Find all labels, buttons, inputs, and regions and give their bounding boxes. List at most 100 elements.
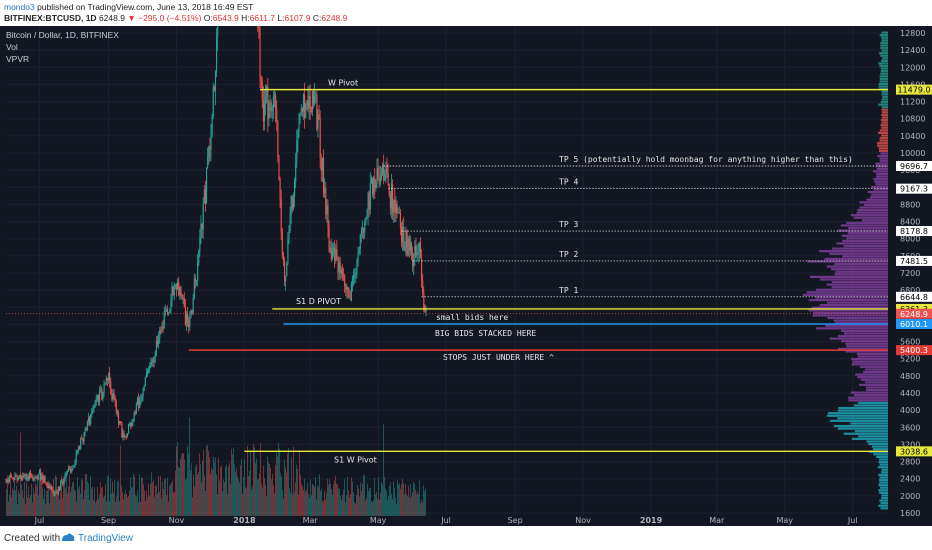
volume-bar	[69, 474, 70, 516]
level-label: S1 W Pivot	[334, 455, 377, 464]
vpvr-bar	[881, 106, 888, 109]
y-tick-label: 10400	[900, 132, 925, 141]
candle-body	[79, 446, 81, 449]
volume-bar	[293, 446, 294, 516]
volume-bar	[73, 481, 74, 516]
candle-body	[330, 248, 332, 259]
vol-indicator-label[interactable]: Vol	[6, 42, 18, 52]
candle-body	[357, 253, 359, 262]
vpvr-bar	[881, 49, 888, 52]
volume-bar	[244, 459, 245, 516]
vpvr-bar	[845, 342, 888, 345]
candle-body	[335, 249, 337, 261]
publish-info: published on TradingView.com, June 13, 2…	[34, 2, 254, 12]
volume-bar	[266, 496, 267, 516]
price-chart-svg[interactable]: 1600 2000 2400 2800 3200 3600 4000 4400 4800 5200…	[0, 26, 932, 526]
candle-body	[66, 471, 68, 474]
volume-bar	[140, 502, 141, 516]
volume-bar	[48, 480, 49, 516]
vpvr-bar	[826, 414, 888, 417]
vpvr-bar	[815, 296, 888, 299]
candle-body	[25, 474, 27, 480]
volume-bar	[411, 497, 412, 516]
author-link[interactable]: mondo3	[4, 2, 35, 12]
candle-body	[390, 184, 393, 209]
vpvr-bar	[878, 489, 888, 492]
volume-bar	[342, 494, 343, 516]
volume-bar	[265, 484, 266, 516]
volume-bar	[123, 499, 124, 516]
candle-body	[290, 196, 292, 215]
vpvr-bar	[851, 363, 888, 366]
candle-body	[311, 91, 313, 113]
volume-bar	[295, 482, 296, 516]
volume-bar	[381, 481, 382, 516]
volume-bar	[256, 458, 257, 516]
candle-body	[423, 292, 425, 311]
candle-body	[269, 102, 271, 106]
chart-pane[interactable]: 1600 2000 2400 2800 3200 3600 4000 4400 4800 5200…	[0, 26, 932, 526]
candle-body	[408, 238, 410, 251]
level-label: S1 D PIVOT	[296, 297, 341, 306]
candle-body	[83, 432, 85, 442]
volume-bar	[406, 493, 407, 516]
candle-body	[418, 242, 420, 252]
candle-body	[124, 436, 126, 438]
volume-bar	[345, 502, 346, 516]
volume-bar	[400, 488, 401, 516]
vpvr-bar	[855, 373, 888, 376]
volume-bar	[240, 465, 241, 516]
vpvr-bar	[831, 268, 888, 271]
volume-bar	[108, 475, 109, 516]
volume-bar	[11, 497, 12, 516]
x-tick-label: Jul	[847, 516, 858, 525]
candle-body	[326, 205, 328, 215]
vpvr-bar	[842, 239, 888, 242]
volume-bar	[53, 478, 54, 516]
volume-bar	[313, 484, 314, 516]
vpvr-bar	[856, 352, 888, 356]
volume-bar	[199, 453, 200, 516]
vpvr-bar	[828, 412, 888, 415]
volume-bar	[250, 450, 251, 516]
volume-bar	[316, 499, 317, 516]
candle-body	[74, 461, 76, 466]
vpvr-bar	[878, 473, 888, 476]
vpvr-bar	[877, 154, 888, 158]
candle-body	[331, 251, 334, 259]
y-tick-label: 11200	[900, 98, 925, 107]
candle-body	[363, 228, 365, 233]
vpvr-bar	[871, 185, 888, 188]
vpvr-bar	[881, 126, 888, 129]
volume-bar	[370, 488, 371, 516]
candle-body	[167, 309, 169, 315]
candle-body	[277, 121, 279, 157]
candle-body	[121, 423, 123, 438]
candle-body	[31, 476, 33, 478]
candle-body	[35, 477, 37, 479]
vpvr-bar	[880, 59, 888, 62]
vpvr-bar	[879, 139, 888, 142]
tradingview-brand[interactable]: TradingView	[78, 533, 134, 544]
volume-bar	[346, 495, 347, 516]
candle-body	[158, 337, 160, 345]
volume-bar	[18, 489, 19, 516]
vpvr-bar	[851, 437, 888, 440]
volume-bar	[168, 501, 169, 516]
volume-bar	[248, 476, 249, 516]
candle-body	[299, 113, 301, 115]
vpvr-indicator-label[interactable]: VPVR	[6, 54, 30, 64]
candle-body	[73, 465, 75, 468]
vpvr-bar	[857, 376, 888, 379]
vpvr-bar	[838, 406, 888, 410]
candle-body	[267, 86, 269, 119]
volume-bar	[404, 494, 405, 516]
volume-bar	[16, 485, 17, 516]
volume-bar	[282, 489, 283, 516]
volume-bar	[159, 491, 160, 516]
level-label: TP 2	[559, 250, 578, 259]
candle-body	[385, 166, 387, 174]
vpvr-bar	[853, 404, 888, 407]
volume-bar	[60, 491, 61, 516]
candle-body	[386, 166, 388, 174]
